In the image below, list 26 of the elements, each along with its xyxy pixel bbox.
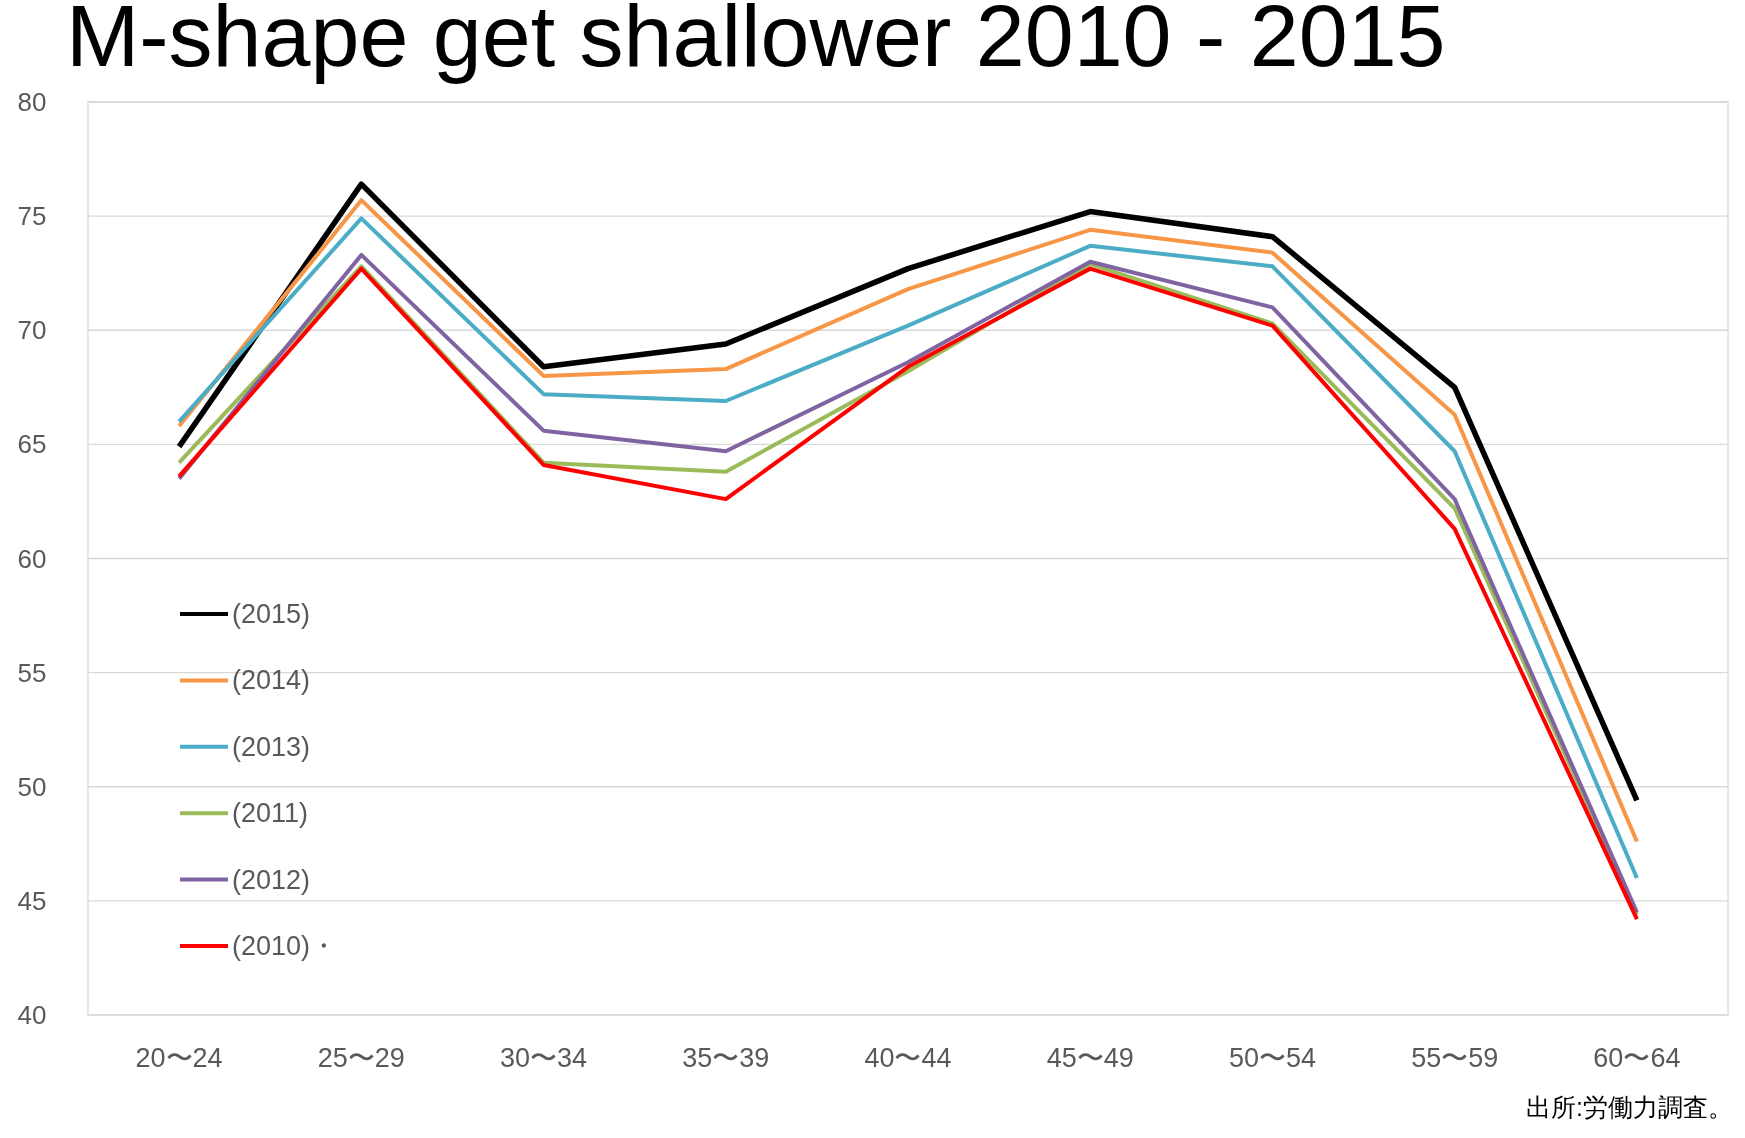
legend-label: (2012)	[232, 864, 311, 895]
legend-label: (2011)	[232, 798, 309, 829]
legend-label: (2013)	[232, 731, 311, 762]
legend-label: (2014)	[232, 665, 311, 696]
x-tick-label: 50〜54	[1228, 1043, 1316, 1073]
x-tick-label: 35〜39	[682, 1043, 770, 1073]
x-tick-label: 30〜34	[500, 1043, 588, 1073]
x-tick-label: 20〜24	[135, 1043, 223, 1073]
chart-title: M-shape get shallower 2010 - 2015	[66, 0, 1446, 85]
y-tick-label: 50	[17, 771, 47, 802]
y-tick-label: 45	[17, 885, 47, 916]
y-tick-label: 75	[17, 201, 47, 232]
x-tick-label: 40〜44	[864, 1043, 952, 1073]
x-tick-label: 55〜59	[1411, 1043, 1499, 1073]
y-tick-label: 65	[17, 429, 47, 460]
legend-label: (2015)	[232, 599, 311, 629]
y-tick-label: 70	[17, 315, 47, 346]
x-tick-label: 25〜29	[317, 1043, 405, 1073]
text: 出所:労働力調査。	[1526, 1093, 1733, 1121]
y-tick-label: 55	[17, 657, 47, 688]
y-tick-label: 80	[17, 87, 47, 117]
y-tick-label: 40	[17, 1000, 47, 1030]
legend-label: (2010)・	[232, 931, 338, 961]
x-tick-label: 60〜64	[1593, 1043, 1681, 1073]
x-tick-label: 45〜49	[1046, 1043, 1134, 1073]
y-tick-label: 60	[17, 543, 47, 574]
